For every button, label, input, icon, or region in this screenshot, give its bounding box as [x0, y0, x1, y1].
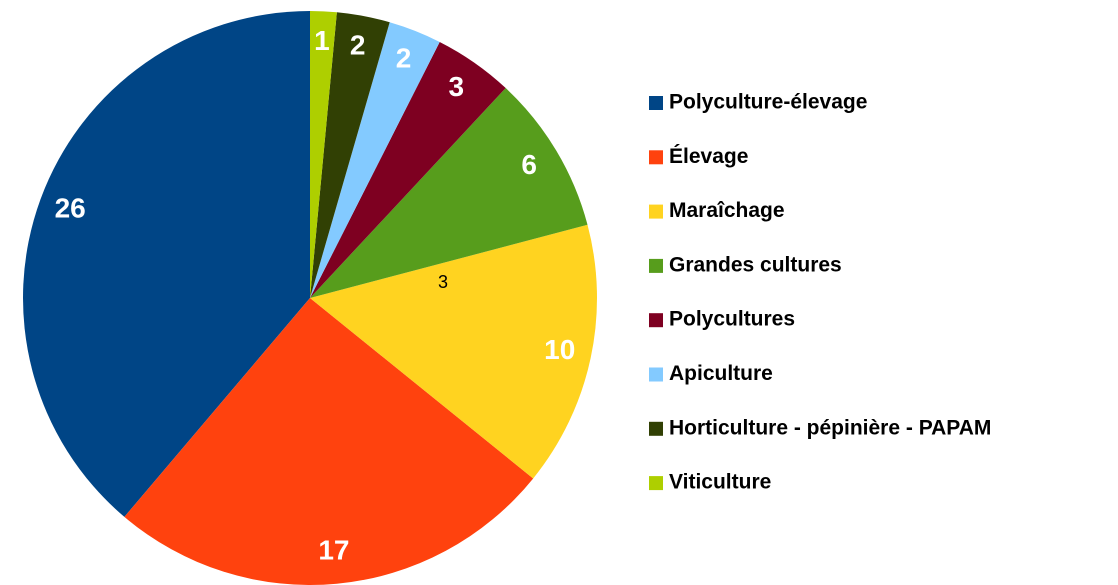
legend-swatch	[649, 476, 663, 491]
pie-slice	[310, 224, 598, 479]
legend-swatch	[649, 204, 663, 219]
pie-slice	[310, 12, 390, 299]
legend-label: Horticulture - pépinière - PAPAM	[669, 416, 991, 439]
legend-swatch	[649, 150, 663, 165]
data-label: 1	[314, 25, 330, 56]
data-label: 2	[350, 29, 366, 60]
pie-slice	[310, 22, 440, 298]
legend-label: Grandes cultures	[669, 253, 842, 276]
legend-swatch	[649, 258, 663, 273]
legend-label: Apiculture	[669, 362, 773, 385]
legend-label: Élevage	[669, 145, 748, 168]
pie-slice	[23, 11, 310, 517]
data-label: 10	[544, 334, 575, 365]
data-label: 26	[55, 192, 86, 223]
legend-label: Maraîchage	[669, 199, 785, 222]
pie-slice	[310, 88, 588, 298]
data-label: 2	[396, 43, 412, 74]
data-label: 17	[318, 535, 349, 566]
data-label: 3	[448, 71, 464, 102]
legend-swatch	[649, 367, 663, 382]
legend-swatch	[649, 421, 663, 436]
annotation: 3	[438, 272, 448, 292]
pie-slice	[310, 11, 337, 298]
pie-slice	[310, 41, 506, 299]
data-label: 6	[521, 149, 537, 180]
legend-swatch	[649, 96, 663, 110]
legend-swatch	[649, 313, 663, 328]
legend-label: Viticulture	[669, 471, 771, 494]
pie-slice	[124, 298, 534, 585]
legend-label: Polycultures	[669, 308, 795, 331]
legend-label: Polyculture-élevage	[669, 91, 867, 114]
